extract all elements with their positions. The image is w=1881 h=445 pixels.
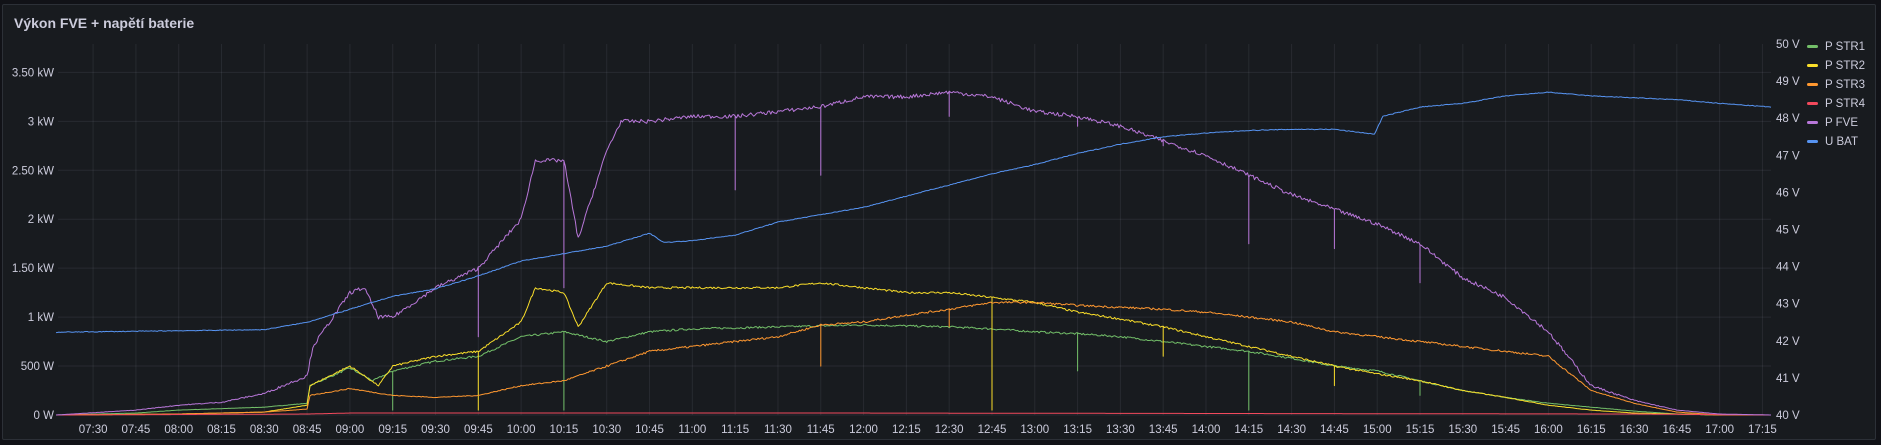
y-right-tick-label: 40 V [1776,410,1800,422]
x-tick-label: 09:15 [378,424,407,436]
x-tick-label: 12:30 [935,424,964,436]
legend-swatch-icon [1807,83,1818,86]
legend-swatch-icon [1807,102,1818,105]
y-right-tick-label: 47 V [1776,150,1800,162]
x-tick-label: 11:45 [807,424,835,436]
x-tick-label: 09:00 [336,424,365,436]
legend-item[interactable]: P STR4 [1807,94,1865,113]
x-tick-label: 15:00 [1363,424,1392,436]
legend-item[interactable]: P STR2 [1807,56,1865,75]
x-tick-label: 10:00 [507,424,536,436]
legend-label: P STR4 [1825,97,1866,110]
series-line-p-str2 [56,282,1771,416]
x-tick-label: 07:30 [79,424,108,436]
y-left-tick-label: 3 kW [28,116,54,128]
x-tick-label: 08:30 [250,424,279,436]
y-left-tick-label: 3.50 kW [12,67,54,79]
x-tick-label: 12:00 [849,424,878,436]
legend-item[interactable]: P STR3 [1807,75,1865,94]
x-tick-label: 17:15 [1748,424,1777,436]
x-tick-label: 14:15 [1234,424,1263,436]
y-left-tick-label: 1.50 kW [12,263,54,275]
x-tick-label: 13:30 [1106,424,1135,436]
x-tick-label: 11:30 [764,424,792,436]
series-line-p-str3 [56,301,1771,416]
legend-swatch-icon [1807,64,1818,67]
x-tick-label: 14:30 [1277,424,1306,436]
legend-label: P FVE [1825,116,1859,129]
x-tick-label: 11:15 [721,424,749,436]
x-tick-label: 13:15 [1063,424,1092,436]
legend-swatch-icon [1807,121,1818,124]
x-tick-label: 15:45 [1491,424,1520,436]
y-left-tick-label: 2.50 kW [12,165,54,177]
y-right-tick-label: 41 V [1776,373,1800,385]
x-tick-label: 14:00 [1192,424,1221,436]
legend-item[interactable]: P FVE [1807,113,1865,132]
y-left-tick-label: 0 W [34,410,55,422]
x-tick-label: 16:00 [1534,424,1563,436]
series-lines [55,90,1772,416]
legend-label: P STR3 [1825,78,1866,91]
series-line-p-str1 [56,323,1771,416]
y-right-tick-label: 49 V [1776,76,1800,88]
x-tick-label: 07:45 [122,424,151,436]
x-tick-label: 08:00 [164,424,193,436]
x-tick-label: 08:15 [207,424,236,436]
x-tick-label: 16:15 [1577,424,1606,436]
x-tick-label: 12:15 [892,424,921,436]
x-tick-label: 16:30 [1620,424,1649,436]
series-line-u-bat [55,91,1772,334]
grid [58,44,1771,416]
legend-item[interactable]: U BAT [1807,132,1865,151]
y-right-tick-label: 44 V [1776,262,1800,274]
y-right-tick-label: 43 V [1776,299,1800,311]
panel-title: Výkon FVE + napětí baterie [14,15,195,31]
y-right-tick-label: 42 V [1776,336,1800,348]
series-line-p-fve [55,90,1771,416]
y-right-tick-label: 45 V [1776,225,1800,237]
x-tick-label: 10:45 [635,424,664,436]
legend-label: P STR2 [1825,59,1866,72]
chart-panel: Výkon FVE + napětí baterie [2,4,1876,440]
x-tick-label: 08:45 [293,424,322,436]
y-right-tick-label: 50 V [1776,39,1800,51]
legend-label: U BAT [1825,135,1859,148]
x-tick-label: 09:30 [421,424,450,436]
legend-label: P STR1 [1825,40,1866,53]
x-tick-label: 13:00 [1020,424,1049,436]
x-tick-label: 11:00 [678,424,706,436]
y-left-tick-label: 2 kW [28,214,54,226]
x-tick-label: 12:45 [978,424,1007,436]
x-tick-label: 17:00 [1705,424,1734,436]
x-tick-label: 10:30 [592,424,621,436]
y-right-tick-label: 46 V [1776,187,1800,199]
x-tick-label: 15:15 [1406,424,1435,436]
x-tick-label: 13:45 [1149,424,1178,436]
x-tick-label: 15:30 [1448,424,1477,436]
x-tick-label: 10:15 [550,424,579,436]
legend-swatch-icon [1807,140,1818,143]
series-line-p-str4 [56,412,1771,416]
legend-item[interactable]: P STR1 [1807,37,1865,56]
y-left-tick-label: 500 W [21,361,54,373]
y-left-tick-label: 1 kW [28,312,54,324]
x-tick-label: 09:45 [464,424,493,436]
x-tick-label: 16:45 [1662,424,1691,436]
axes: 07:30 07:45 08:00 08:15 08:30 08:45 09:00 09:15… [12,39,1800,436]
y-right-tick-label: 48 V [1776,113,1800,125]
legend-swatch-icon [1807,45,1818,48]
x-tick-label: 14:45 [1320,424,1349,436]
legend: P STR1 P STR2 P STR3 P STR4 P FVE U BAT [1807,37,1865,151]
